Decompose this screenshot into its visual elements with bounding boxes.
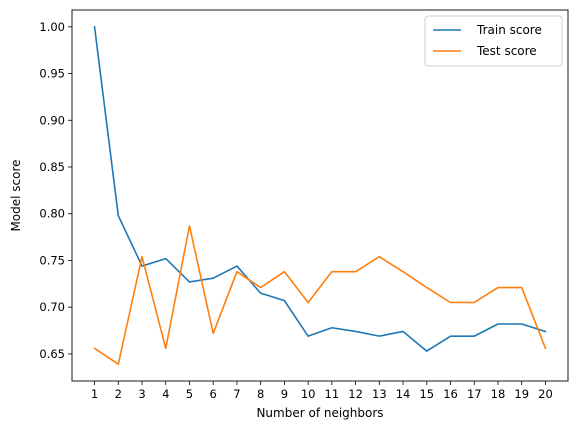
legend: Train score Test score bbox=[424, 15, 563, 67]
y-tick-label: 0.65 bbox=[39, 347, 65, 361]
x-tick-label: 3 bbox=[138, 387, 145, 401]
y-tick-label: 0.70 bbox=[39, 300, 65, 314]
y-tick-label: 0.95 bbox=[39, 67, 65, 81]
legend-label-test: Test score bbox=[476, 44, 537, 58]
x-tick-label: 18 bbox=[491, 387, 506, 401]
x-tick-label: 9 bbox=[281, 387, 288, 401]
plot-area bbox=[93, 25, 547, 365]
x-tick-label: 10 bbox=[301, 387, 316, 401]
y-tick-label: 0.75 bbox=[39, 253, 65, 267]
x-tick-label: 15 bbox=[419, 387, 434, 401]
x-tick-label: 1 bbox=[91, 387, 98, 401]
x-tick-label: 11 bbox=[325, 387, 340, 401]
x-tick-label: 5 bbox=[186, 387, 193, 401]
x-tick-label: 16 bbox=[443, 387, 458, 401]
x-tick-label: 4 bbox=[162, 387, 169, 401]
x-tick-label: 8 bbox=[257, 387, 264, 401]
x-tick-label: 7 bbox=[233, 387, 240, 401]
x-tick-label: 12 bbox=[348, 387, 363, 401]
series-line-test bbox=[93, 225, 547, 365]
x-tick-label: 20 bbox=[538, 387, 553, 401]
legend-box bbox=[424, 15, 563, 67]
plot-frame bbox=[71, 9, 569, 382]
x-tick-label: 2 bbox=[115, 387, 122, 401]
y-tick-label: 1.00 bbox=[39, 20, 65, 34]
x-tick-label: 6 bbox=[210, 387, 217, 401]
y-tick-label: 0.90 bbox=[39, 113, 65, 127]
x-axis-label: Number of neighbors bbox=[256, 406, 383, 420]
series-line-train bbox=[93, 25, 547, 352]
y-tick-label: 0.85 bbox=[39, 160, 65, 174]
legend-label-train: Train score bbox=[476, 23, 542, 37]
x-tick-label: 14 bbox=[396, 387, 411, 401]
y-tick-label: 0.80 bbox=[39, 207, 65, 221]
x-tick-label: 19 bbox=[514, 387, 529, 401]
y-axis: 0.65 0.70 0.75 0.80 0.85 0.90 0.95 1.00 bbox=[39, 20, 72, 361]
x-tick-label: 17 bbox=[467, 387, 482, 401]
x-axis: 1 2 3 4 5 6 7 8 9 10 11 12 13 14 15 16 17 18 19 20 bbox=[91, 381, 553, 401]
y-axis-label: Model score bbox=[9, 159, 23, 231]
x-tick-label: 13 bbox=[372, 387, 387, 401]
